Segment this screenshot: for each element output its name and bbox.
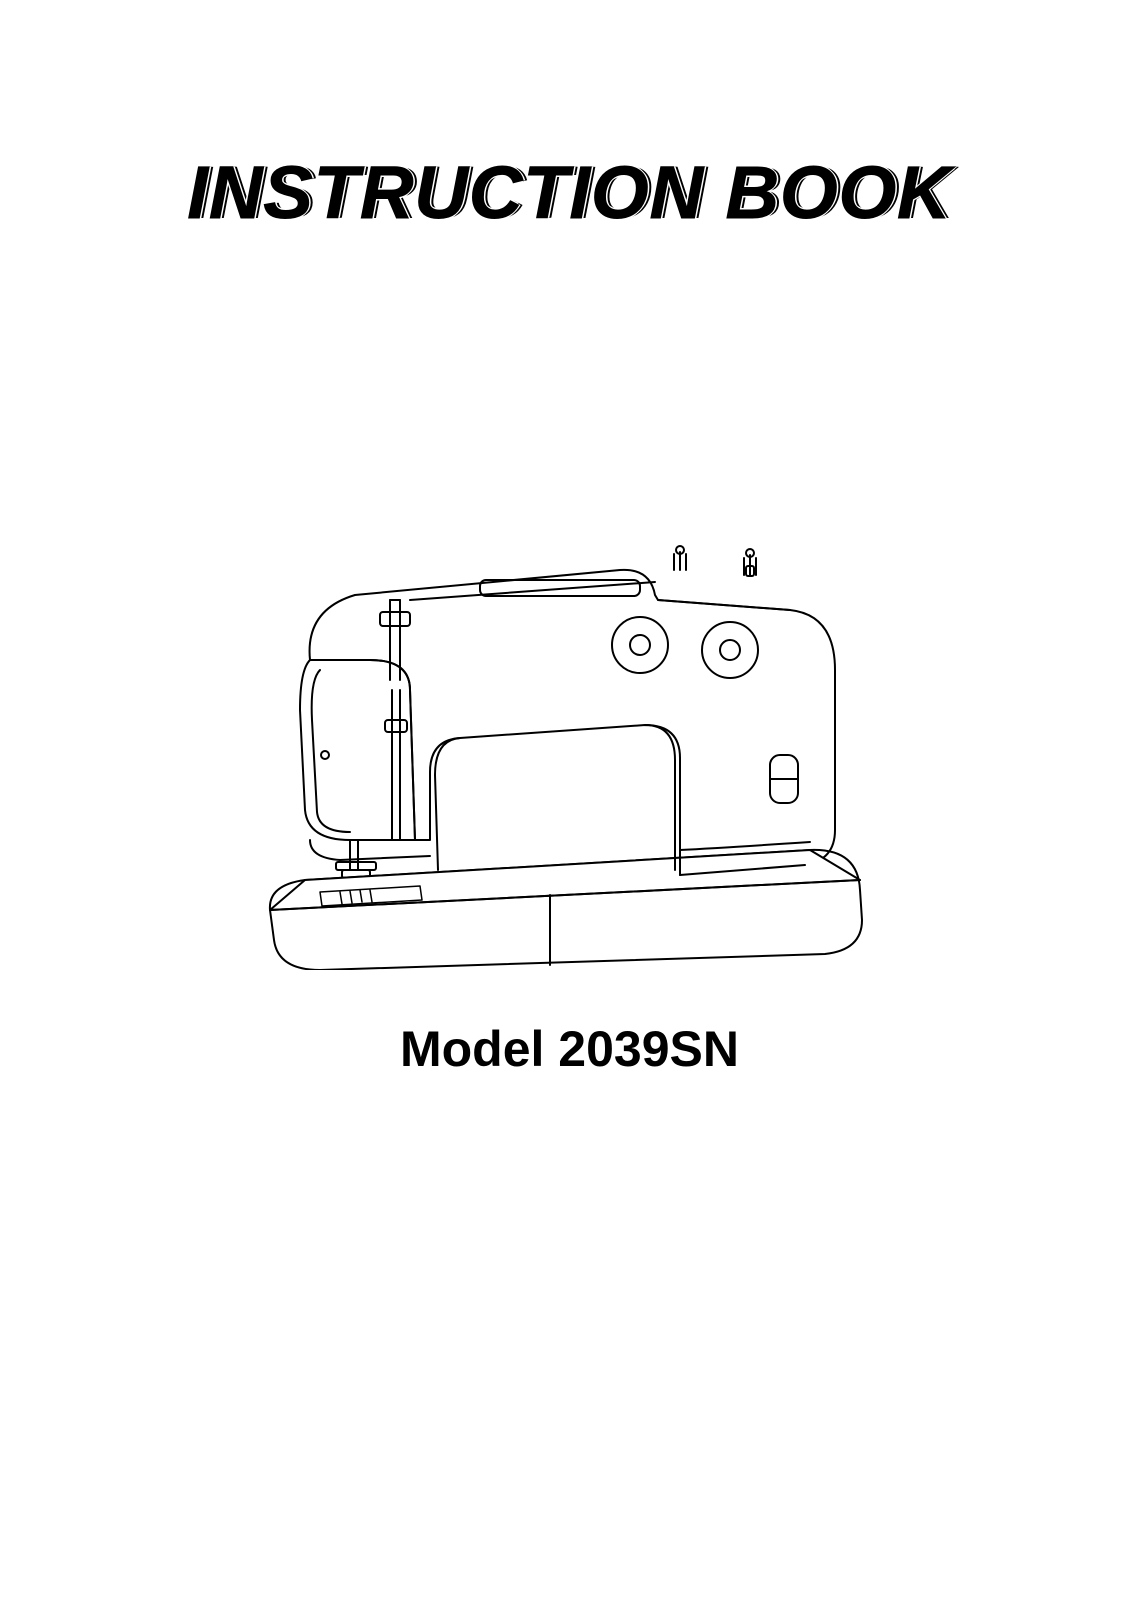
instruction-book-cover: INSTRUCTION BOOK bbox=[0, 0, 1139, 1601]
model-number-label: Model 2039SN bbox=[0, 1020, 1139, 1078]
document-title: INSTRUCTION BOOK bbox=[0, 150, 1139, 235]
sewing-machine-icon bbox=[250, 540, 890, 970]
